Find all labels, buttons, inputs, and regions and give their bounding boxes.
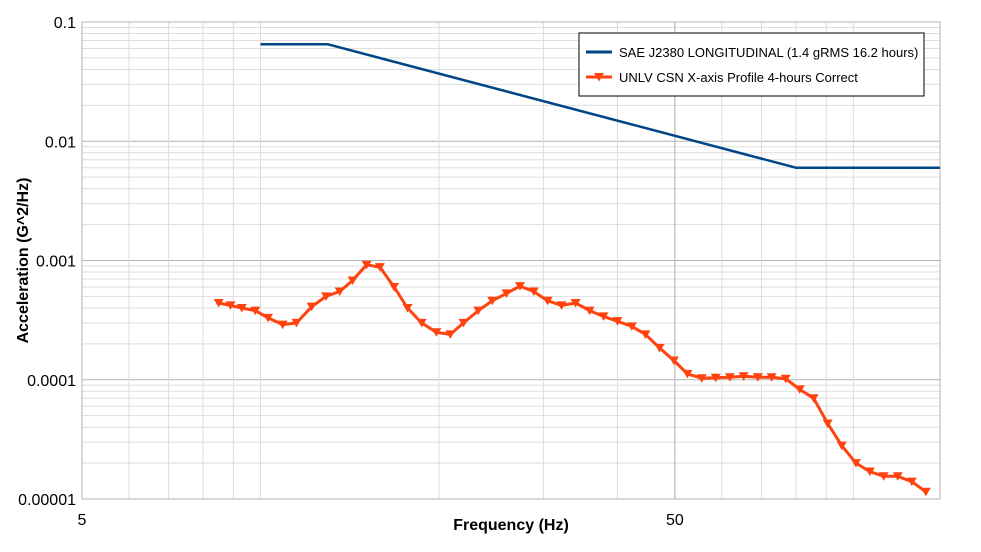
x-tick-label: 5 bbox=[78, 512, 87, 529]
data-point bbox=[612, 317, 623, 326]
grid bbox=[81, 22, 940, 500]
data-point bbox=[822, 419, 833, 428]
x-axis-title: Frequency (Hz) bbox=[453, 517, 569, 534]
data-point bbox=[501, 289, 512, 298]
data-point bbox=[724, 373, 735, 382]
data-point bbox=[710, 373, 721, 383]
data-point bbox=[584, 306, 595, 316]
data-point bbox=[836, 441, 847, 451]
data-point bbox=[556, 301, 567, 310]
data-point bbox=[236, 303, 247, 313]
data-point bbox=[347, 276, 358, 285]
data-point bbox=[213, 299, 224, 308]
data-point bbox=[528, 287, 539, 296]
legend-label-sae-j2380: SAE J2380 LONGITUDINAL (1.4 gRMS 16.2 ho… bbox=[619, 45, 918, 60]
legend: SAE J2380 LONGITUDINAL (1.4 gRMS 16.2 ho… bbox=[578, 32, 925, 97]
y-axis-title: Acceleration (G^2/Hz) bbox=[15, 178, 32, 344]
y-tick-label: 0.0001 bbox=[27, 373, 76, 390]
legend-marker-unlv-csn bbox=[594, 73, 604, 82]
y-axis-ticks: 0.1 0.01 0.001 0.0001 0.00001 bbox=[18, 15, 76, 509]
data-point bbox=[668, 356, 679, 366]
series-line bbox=[260, 43, 940, 169]
data-point bbox=[321, 292, 332, 301]
data-point bbox=[766, 373, 777, 382]
data-point bbox=[892, 472, 903, 481]
data-point bbox=[640, 330, 651, 339]
data-point bbox=[416, 318, 427, 328]
y-tick-label: 0.01 bbox=[45, 134, 76, 151]
data-point bbox=[431, 328, 442, 337]
x-axis-ticks: 5 50 bbox=[78, 512, 684, 529]
data-point bbox=[389, 282, 400, 292]
data-point bbox=[473, 306, 484, 316]
data-point bbox=[752, 373, 763, 382]
data-point bbox=[225, 301, 236, 310]
data-point bbox=[696, 374, 707, 383]
data-point bbox=[920, 487, 931, 497]
data-point bbox=[277, 320, 288, 330]
data-point bbox=[334, 287, 345, 296]
data-point bbox=[598, 312, 609, 321]
data-point bbox=[626, 322, 637, 331]
data-point bbox=[445, 330, 456, 339]
series-line bbox=[218, 263, 927, 494]
data-point bbox=[250, 306, 261, 316]
data-point bbox=[542, 296, 553, 306]
data-point bbox=[738, 372, 749, 381]
data-point bbox=[361, 260, 372, 270]
data-point bbox=[458, 318, 469, 328]
data-point bbox=[515, 282, 526, 291]
data-point bbox=[780, 374, 791, 384]
data-point bbox=[850, 459, 861, 468]
legend-box bbox=[578, 32, 925, 97]
series-layer bbox=[213, 43, 940, 497]
data-point bbox=[864, 467, 875, 477]
y-tick-label: 0.1 bbox=[54, 15, 76, 32]
y-tick-label: 0.001 bbox=[36, 254, 76, 271]
data-point bbox=[374, 263, 385, 272]
legend-label-unlv-csn: UNLV CSN X-axis Profile 4-hours Correct bbox=[619, 70, 858, 85]
data-point bbox=[402, 303, 413, 313]
data-point bbox=[487, 296, 498, 306]
data-point bbox=[654, 343, 665, 353]
plot-area-frame bbox=[81, 21, 941, 500]
data-point bbox=[794, 385, 805, 394]
data-point bbox=[878, 472, 889, 481]
x-tick-label: 50 bbox=[666, 512, 684, 529]
data-point bbox=[263, 313, 274, 323]
series-unlv-csn bbox=[213, 260, 931, 497]
data-point bbox=[682, 369, 693, 379]
data-point bbox=[291, 318, 302, 328]
data-point bbox=[906, 477, 917, 487]
data-point bbox=[306, 302, 317, 312]
series-sae-j2380 bbox=[260, 43, 940, 169]
data-point bbox=[570, 299, 581, 308]
y-tick-label: 0.00001 bbox=[18, 492, 76, 509]
data-point bbox=[808, 394, 819, 403]
